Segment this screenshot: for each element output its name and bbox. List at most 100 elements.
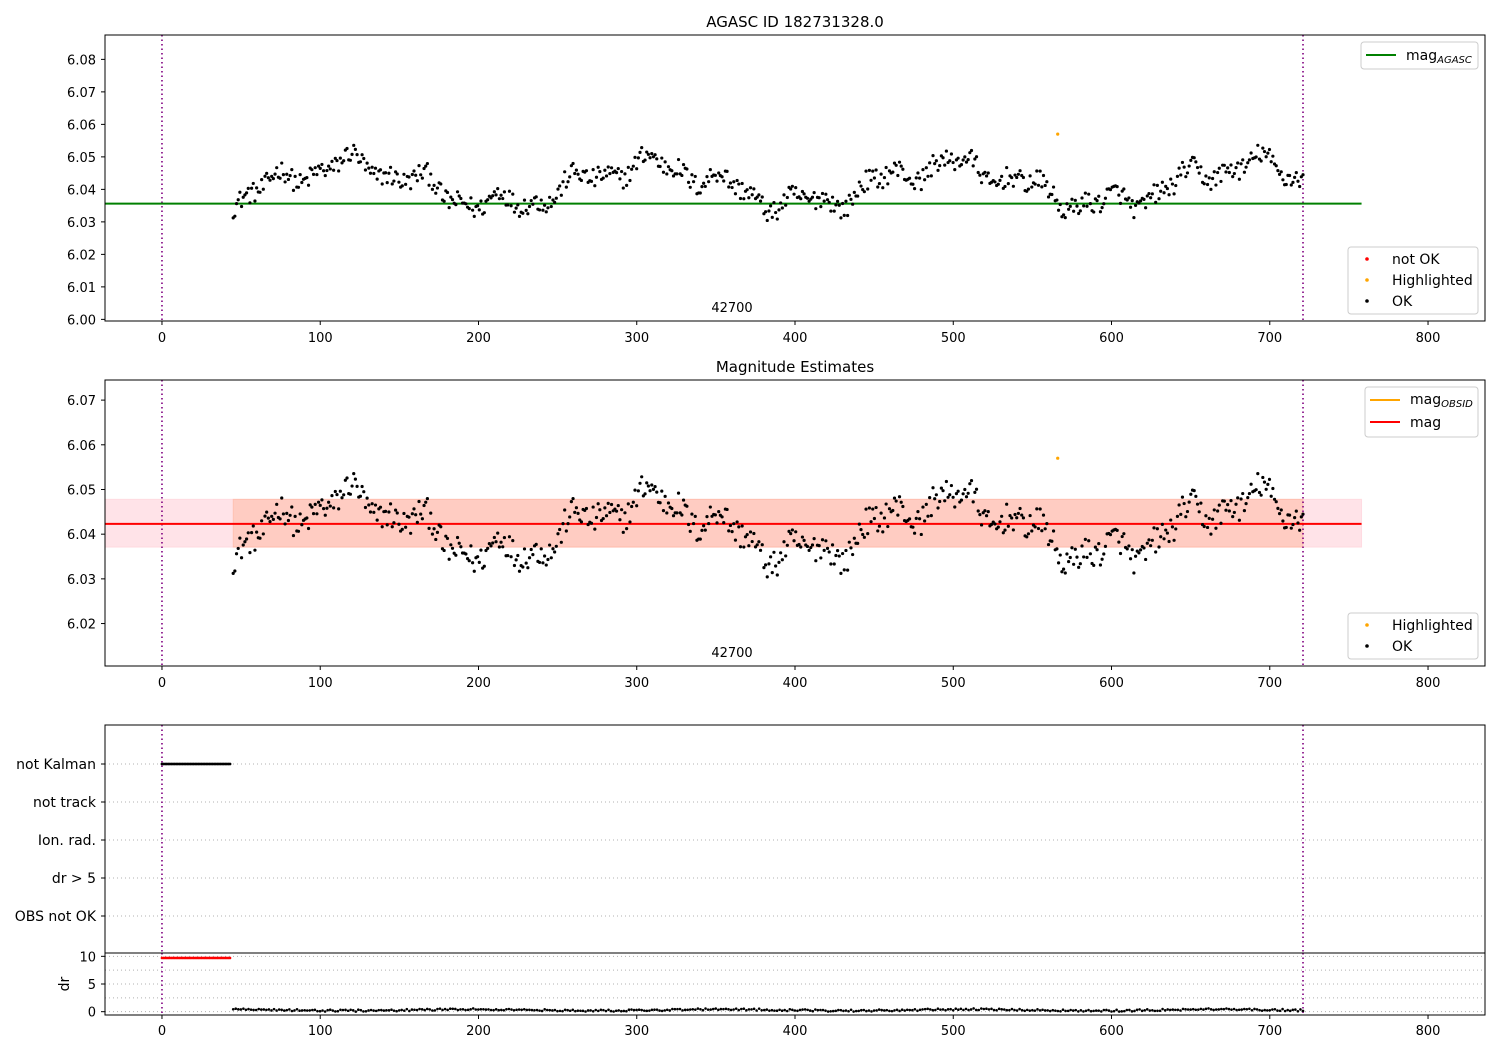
data-point-ok	[427, 526, 431, 531]
data-point-highlighted	[1056, 132, 1060, 136]
data-point-ok	[290, 168, 294, 172]
dr-point-ok	[288, 1008, 291, 1011]
data-point-ok	[1271, 486, 1275, 491]
data-point-ok	[1117, 540, 1121, 544]
data-point-ok	[424, 500, 428, 504]
dr-point-ok	[837, 1008, 840, 1012]
data-point-ok	[1249, 482, 1253, 486]
data-point-ok	[1236, 161, 1240, 165]
data-point-ok	[755, 543, 759, 547]
data-point-ok	[531, 202, 535, 206]
data-point-ok	[1279, 170, 1283, 174]
data-point-ok	[835, 199, 840, 203]
dr-point-ok	[612, 1010, 615, 1013]
dr-point-ok	[428, 1008, 432, 1011]
plot-area	[105, 725, 1485, 953]
data-point-ok	[338, 489, 342, 493]
data-point-ok	[620, 508, 624, 512]
dr-point-ok	[528, 1008, 531, 1012]
data-point-ok	[432, 527, 436, 531]
dr-point-ok	[502, 1008, 506, 1012]
dr-point-ok	[959, 1007, 963, 1011]
data-point-ok	[1227, 170, 1231, 175]
data-point-ok	[332, 506, 336, 510]
data-point-ok	[812, 537, 816, 541]
data-point-ok	[373, 166, 378, 170]
dr-point-ok	[898, 1009, 901, 1013]
data-point-ok	[802, 192, 806, 196]
data-point-ok	[1036, 183, 1041, 187]
data-point-ok	[1045, 522, 1049, 526]
data-point-ok	[593, 184, 597, 188]
dr-point-ok	[344, 1008, 347, 1012]
data-point-ok	[1279, 508, 1283, 512]
data-point-ok	[1234, 166, 1238, 170]
data-point-ok	[1164, 184, 1168, 188]
data-point-ok	[327, 164, 331, 168]
data-point-ok	[1249, 151, 1253, 155]
data-point-ok	[594, 175, 599, 179]
dr-point-ok	[949, 1007, 952, 1011]
data-point-ok	[497, 545, 501, 549]
dr-point-ok	[563, 1008, 567, 1012]
data-point-ok	[514, 206, 518, 210]
data-point-ok	[559, 540, 563, 544]
data-point-ok	[315, 172, 319, 177]
data-point-ok	[559, 193, 563, 197]
data-point-ok	[800, 535, 805, 539]
data-point-ok	[439, 525, 443, 529]
data-point-ok	[593, 527, 597, 531]
dr-point-ok	[1028, 1009, 1032, 1012]
data-point-ok	[1281, 519, 1285, 523]
data-point-ok	[929, 174, 933, 178]
data-point-ok	[983, 170, 987, 174]
dr-point-ok	[1005, 1008, 1009, 1012]
data-point-ok	[1242, 509, 1247, 513]
dr-point-ok	[244, 1008, 248, 1012]
data-point-ok	[280, 496, 284, 500]
data-point-ok	[762, 566, 766, 570]
data-point-ok	[417, 164, 421, 168]
data-point-ok	[358, 494, 363, 498]
data-point-ok	[1182, 165, 1186, 169]
dr-point-ok	[642, 1009, 646, 1012]
data-point-ok	[390, 182, 394, 186]
data-point-ok	[616, 166, 620, 171]
data-point-ok	[752, 531, 756, 536]
data-point-ok	[561, 522, 565, 526]
data-point-ok	[300, 180, 304, 185]
dr-point-ok	[346, 1009, 350, 1013]
data-point-ok	[482, 211, 486, 215]
data-point-ok	[430, 187, 435, 191]
data-point-ok	[618, 177, 622, 181]
data-point-ok	[1296, 521, 1300, 525]
data-point-ok	[660, 156, 664, 160]
dr-point-ok	[1046, 1009, 1049, 1012]
data-point-ok	[1108, 532, 1113, 537]
dr-point-ok	[967, 1008, 970, 1012]
data-point-ok	[1298, 184, 1302, 189]
dr-point-ok	[1000, 1008, 1004, 1011]
data-point-ok	[1154, 200, 1158, 204]
dr-point-ok	[571, 1008, 575, 1012]
data-point-ok	[976, 509, 980, 513]
data-point-ok	[1205, 525, 1210, 530]
data-point-ok	[604, 514, 609, 518]
data-point-ok	[907, 176, 912, 180]
data-point-ok	[735, 520, 739, 524]
data-point-ok	[541, 208, 545, 212]
data-point-ok	[1274, 500, 1278, 504]
data-point-ok	[1150, 538, 1154, 542]
data-point-ok	[1055, 547, 1059, 551]
data-point-ok	[566, 522, 570, 526]
data-point-ok	[879, 511, 883, 515]
dr-point-ok	[944, 1008, 947, 1012]
data-point-ok	[722, 179, 726, 183]
data-point-ok	[911, 182, 915, 186]
data-point-ok	[807, 548, 811, 553]
x-tick-label: 200	[466, 331, 491, 346]
data-point-ok	[270, 174, 274, 178]
dr-point-ok	[829, 1009, 832, 1013]
data-point-ok	[837, 203, 841, 207]
